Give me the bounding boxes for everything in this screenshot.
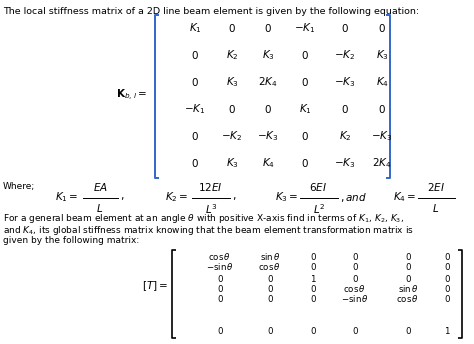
Text: $-K_1$: $-K_1$ [294, 21, 316, 35]
Text: $\cos\theta$: $\cos\theta$ [258, 261, 282, 272]
Text: The local stiffness matrix of a 2D line beam element is given by the following e: The local stiffness matrix of a 2D line … [3, 7, 419, 16]
Text: $0$: $0$ [404, 261, 411, 272]
Text: $K_4$: $K_4$ [262, 156, 274, 170]
Text: $K_4$: $K_4$ [375, 75, 389, 89]
Text: $12EI$: $12EI$ [198, 181, 222, 193]
Text: $0$: $0$ [352, 324, 358, 335]
Text: $-\sin\theta$: $-\sin\theta$ [206, 261, 234, 272]
Text: $0$: $0$ [310, 282, 317, 293]
Text: $\cos\theta$: $\cos\theta$ [209, 250, 231, 261]
Text: $,$: $,$ [120, 192, 124, 202]
Text: $0$: $0$ [444, 261, 450, 272]
Text: $0$: $0$ [266, 292, 273, 303]
Text: $2EI$: $2EI$ [427, 181, 445, 193]
Text: $0$: $0$ [301, 49, 309, 61]
Text: $-K_2$: $-K_2$ [334, 48, 356, 62]
Text: $0$: $0$ [264, 103, 272, 115]
Text: $0$: $0$ [404, 250, 411, 261]
Text: $6EI$: $6EI$ [309, 181, 327, 193]
Text: $0$: $0$ [444, 272, 450, 283]
Text: $0$: $0$ [301, 130, 309, 142]
Text: $0$: $0$ [217, 282, 223, 293]
Text: given by the following matrix:: given by the following matrix: [3, 236, 139, 245]
Text: $0$: $0$ [341, 103, 349, 115]
Text: Where;: Where; [3, 182, 35, 191]
Text: $0$: $0$ [378, 22, 386, 34]
Text: $0$: $0$ [341, 22, 349, 34]
Text: $0$: $0$ [191, 157, 199, 169]
Text: $,  and$: $, and$ [340, 191, 367, 204]
Text: $0$: $0$ [191, 76, 199, 88]
Text: $\mathbf{K}_{b,\,l}=$: $\mathbf{K}_{b,\,l}=$ [117, 87, 148, 103]
Text: $0$: $0$ [352, 250, 358, 261]
Text: $-K_3$: $-K_3$ [371, 129, 393, 143]
Text: $K_2$: $K_2$ [339, 129, 351, 143]
Text: $K_3$: $K_3$ [262, 48, 274, 62]
Text: $0$: $0$ [310, 250, 317, 261]
Text: $0$: $0$ [444, 282, 450, 293]
Text: $L^3$: $L^3$ [205, 202, 217, 216]
Text: $K_1$: $K_1$ [299, 102, 311, 116]
Text: $1$: $1$ [444, 324, 450, 335]
Text: $\cos\theta$: $\cos\theta$ [396, 292, 419, 303]
Text: $-K_3$: $-K_3$ [334, 75, 356, 89]
Text: $0$: $0$ [378, 103, 386, 115]
Text: $0$: $0$ [228, 103, 236, 115]
Text: $-K_3$: $-K_3$ [334, 156, 356, 170]
Text: $K_2$: $K_2$ [226, 48, 238, 62]
Text: $0$: $0$ [217, 324, 223, 335]
Text: $2K_4$: $2K_4$ [258, 75, 278, 89]
Text: $2K_4$: $2K_4$ [372, 156, 392, 170]
Text: $0$: $0$ [191, 49, 199, 61]
Text: $K_3$: $K_3$ [375, 48, 388, 62]
Text: $0$: $0$ [352, 261, 358, 272]
Text: $EA$: $EA$ [92, 181, 108, 193]
Text: $0$: $0$ [264, 22, 272, 34]
Text: $0$: $0$ [266, 324, 273, 335]
Text: $K_2=$: $K_2=$ [164, 190, 188, 204]
Text: $-K_2$: $-K_2$ [221, 129, 243, 143]
Text: $0$: $0$ [310, 261, 317, 272]
Text: $K_3$: $K_3$ [226, 75, 238, 89]
Text: $\sin\theta$: $\sin\theta$ [260, 250, 281, 261]
Text: For a general beam element at an angle $\theta$ with positive X-axis find in ter: For a general beam element at an angle $… [3, 212, 404, 225]
Text: $0$: $0$ [301, 76, 309, 88]
Text: $K_3=$: $K_3=$ [274, 190, 298, 204]
Text: $\cos\theta$: $\cos\theta$ [344, 282, 366, 293]
Text: $L^2$: $L^2$ [313, 202, 325, 216]
Text: $K_3$: $K_3$ [226, 156, 238, 170]
Text: $0$: $0$ [266, 282, 273, 293]
Text: $0$: $0$ [191, 130, 199, 142]
Text: $0$: $0$ [352, 272, 358, 283]
Text: $-K_3$: $-K_3$ [257, 129, 279, 143]
Text: $-K_1$: $-K_1$ [184, 102, 206, 116]
Text: $-\sin\theta$: $-\sin\theta$ [341, 292, 369, 303]
Text: $0$: $0$ [444, 292, 450, 303]
Text: $0$: $0$ [310, 292, 317, 303]
Text: $[T] =$: $[T] =$ [142, 279, 168, 293]
Text: $K_4=$: $K_4=$ [392, 190, 416, 204]
Text: and $K_4$, its global stiffness matrix knowing that the beam element transformat: and $K_4$, its global stiffness matrix k… [3, 224, 414, 237]
Text: $1$: $1$ [310, 272, 316, 283]
Text: $L$: $L$ [432, 202, 439, 214]
Text: $\sin\theta$: $\sin\theta$ [398, 282, 419, 293]
Text: $0$: $0$ [404, 272, 411, 283]
Text: $,$: $,$ [232, 192, 237, 202]
Text: $0$: $0$ [404, 324, 411, 335]
Text: $0$: $0$ [266, 272, 273, 283]
Text: $L$: $L$ [96, 202, 104, 214]
Text: $K_1$: $K_1$ [189, 21, 201, 35]
Text: $0$: $0$ [228, 22, 236, 34]
Text: $0$: $0$ [217, 272, 223, 283]
Text: $0$: $0$ [444, 250, 450, 261]
Text: $0$: $0$ [301, 157, 309, 169]
Text: $0$: $0$ [310, 324, 317, 335]
Text: $K_1=$: $K_1=$ [55, 190, 78, 204]
Text: $0$: $0$ [217, 292, 223, 303]
